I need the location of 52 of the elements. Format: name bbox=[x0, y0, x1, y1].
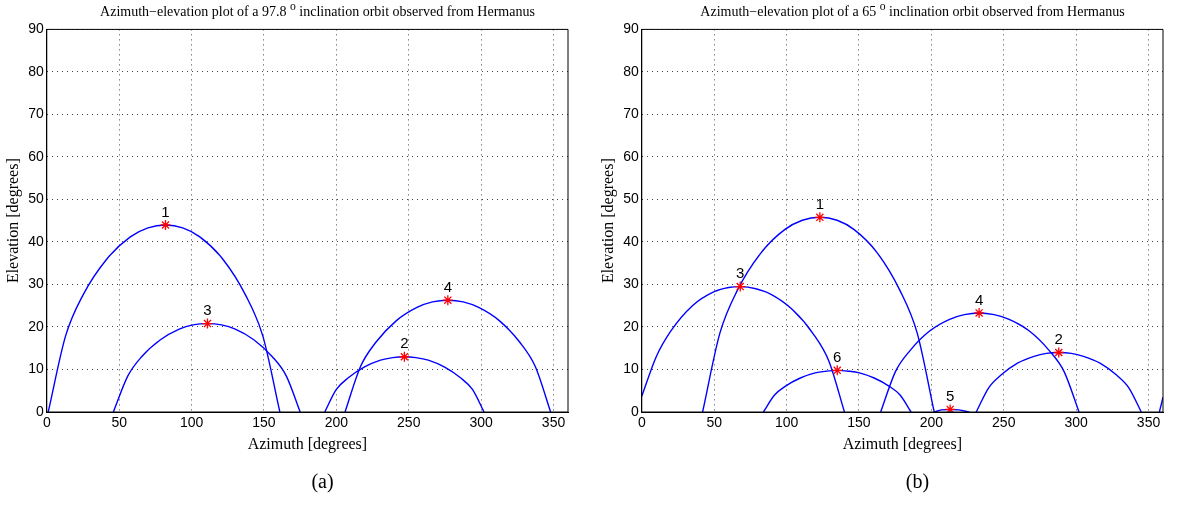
y-tick-label: 20 bbox=[623, 317, 639, 334]
annotation: 1 bbox=[161, 202, 170, 220]
y-tick-label: 30 bbox=[28, 275, 44, 292]
x-tick-label: 100 bbox=[179, 414, 204, 431]
y-axis-title: Elevation [degrees] bbox=[598, 158, 617, 284]
x-axis-title: Azimuth [degrees] bbox=[842, 434, 963, 453]
chart-title: Azimuth−elevation plot of a 97.8 $^{o}$ inclination orbit observed from Hermanus bbox=[99, 0, 536, 19]
y-tick-label: 10 bbox=[623, 360, 639, 377]
x-tick-label: 50 bbox=[706, 414, 723, 431]
y-tick-label: 40 bbox=[28, 232, 44, 249]
x-tick-label: 250 bbox=[992, 414, 1016, 431]
text: (b) bbox=[904, 470, 931, 493]
y-tick-label: 80 bbox=[623, 62, 639, 79]
y-tick-label: 70 bbox=[623, 105, 639, 122]
x-tick-label: 50 bbox=[111, 414, 128, 431]
annotation: 2 bbox=[400, 334, 409, 352]
text: (a) bbox=[310, 470, 335, 493]
y-tick-label: 10 bbox=[28, 360, 44, 377]
annotation: 1 bbox=[815, 194, 825, 212]
x-tick-label: 150 bbox=[847, 414, 871, 431]
y-tick-label: 50 bbox=[623, 190, 639, 207]
y-tick-label: 80 bbox=[28, 62, 44, 79]
annotation: 4 bbox=[974, 290, 984, 308]
y-tick-label: 40 bbox=[623, 232, 639, 249]
annotation: 3 bbox=[203, 301, 212, 319]
y-tick-label: 70 bbox=[28, 105, 44, 122]
x-axis-title: Azimuth [degrees] bbox=[247, 434, 368, 453]
chart-title: Azimuth−elevation plot of a 65 $^{o}$ inclination orbit observed from Hermanus bbox=[699, 0, 1126, 19]
x-tick-label: 200 bbox=[324, 414, 349, 431]
x-tick-label: 250 bbox=[397, 414, 421, 431]
y-tick-label: 0 bbox=[35, 402, 44, 419]
y-tick-label: 90 bbox=[28, 20, 44, 37]
annotation: 6 bbox=[833, 347, 842, 365]
y-tick-label: 50 bbox=[28, 190, 44, 207]
y-axis-title: Elevation [degrees] bbox=[3, 158, 22, 284]
y-tick-label: 20 bbox=[28, 317, 44, 334]
x-tick-label: 300 bbox=[469, 414, 494, 431]
x-tick-label: 350 bbox=[1136, 414, 1161, 431]
y-tick-label: 30 bbox=[623, 275, 639, 292]
y-tick-label: 60 bbox=[28, 147, 44, 164]
annotation: 4 bbox=[443, 277, 452, 295]
annotation: 3 bbox=[736, 264, 745, 282]
annotation: 2 bbox=[1054, 330, 1063, 348]
x-tick-label: 150 bbox=[252, 414, 276, 431]
x-tick-label: 100 bbox=[774, 414, 799, 431]
x-tick-label: 350 bbox=[541, 414, 566, 431]
y-tick-label: 90 bbox=[623, 20, 639, 37]
x-tick-label: 200 bbox=[919, 414, 944, 431]
x-tick-label: 300 bbox=[1064, 414, 1089, 431]
annotation: 5 bbox=[945, 387, 955, 405]
y-tick-label: 60 bbox=[623, 147, 639, 164]
y-tick-label: 0 bbox=[630, 402, 639, 419]
